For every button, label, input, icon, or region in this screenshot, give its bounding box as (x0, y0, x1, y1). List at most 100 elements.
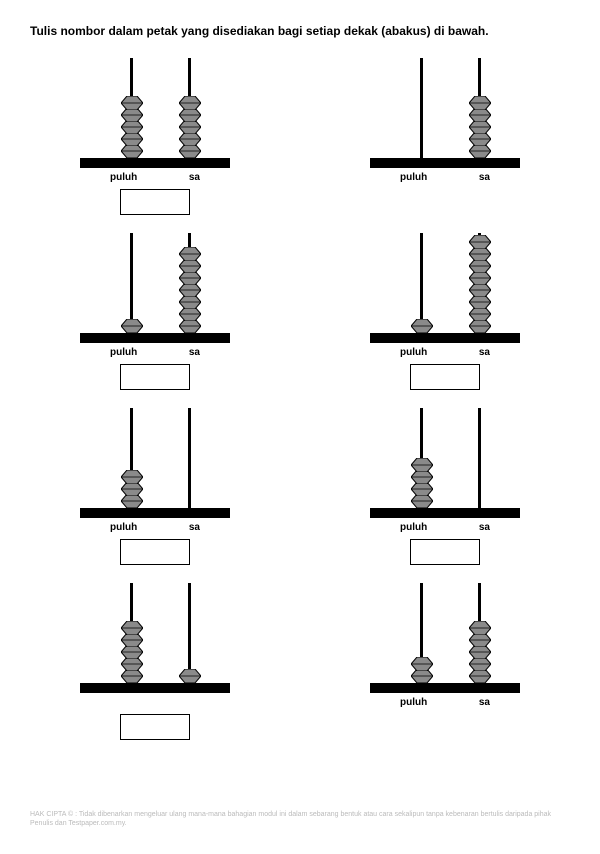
answer-box[interactable] (120, 714, 190, 740)
abacus-bead (469, 132, 491, 146)
abacus-item: puluh sa (340, 408, 550, 565)
answer-box[interactable] (120, 189, 190, 215)
abacus-item: puluhsa (50, 233, 260, 390)
abacus-bead (469, 96, 491, 110)
abacus-bead (411, 657, 433, 671)
abacus-base (370, 683, 520, 693)
label-ones: sa (189, 172, 200, 183)
abacus-bead (179, 271, 201, 285)
abacus-rod (188, 408, 191, 508)
abacus-bead (469, 657, 491, 671)
abacus-rod (188, 58, 191, 158)
answer-box[interactable] (120, 364, 190, 390)
abacus-bead (469, 307, 491, 321)
abacus-bead (121, 494, 143, 508)
abacus-rod (188, 583, 191, 683)
abacus-labels: puluh sa (370, 343, 520, 358)
abacus-bead (469, 645, 491, 659)
abacus (370, 233, 520, 343)
abacus-base (80, 333, 230, 343)
label-ones: sa (479, 347, 490, 358)
abacus-bead (469, 319, 491, 333)
abacus-bead (469, 108, 491, 122)
abacus-bead (179, 247, 201, 261)
abacus-rod (420, 233, 423, 333)
abacus-labels: puluh sa (80, 168, 230, 183)
abacus-base (370, 508, 520, 518)
abacus-bead (469, 283, 491, 297)
abacus-bead (469, 247, 491, 261)
abacus-bead (179, 144, 201, 158)
abacus-bead (121, 470, 143, 484)
abacus-rod (130, 583, 133, 683)
abacus-bead (469, 120, 491, 134)
abacus-base (80, 508, 230, 518)
abacus (80, 583, 230, 693)
abacus-bead (469, 295, 491, 309)
abacus-item: puluhsa (50, 583, 260, 740)
abacus-bead (411, 319, 433, 333)
abacus (80, 408, 230, 518)
label-ones: sa (479, 697, 490, 708)
abacus-bead (179, 307, 201, 321)
abacus (370, 58, 520, 168)
abacus-rod (478, 408, 481, 508)
abacus-bead (179, 132, 201, 146)
abacus-item: puluh sa (50, 58, 260, 215)
abacus-bead (411, 458, 433, 472)
label-tens: puluh (110, 172, 137, 183)
abacus-rod (188, 233, 191, 333)
abacus-base (80, 683, 230, 693)
abacus-bead (179, 259, 201, 273)
label-ones: sa (479, 522, 490, 533)
abacus-bead (469, 633, 491, 647)
abacus-bead (121, 132, 143, 146)
abacus (80, 58, 230, 168)
abacus-bead (179, 108, 201, 122)
answer-box[interactable] (120, 539, 190, 565)
answer-box[interactable] (410, 364, 480, 390)
abacus-bead (469, 235, 491, 249)
abacus-bead (121, 657, 143, 671)
abacus-bead (179, 120, 201, 134)
abacus-labels: puluh sa (370, 518, 520, 533)
abacus-bead (179, 319, 201, 333)
abacus-item: puluh sa (340, 58, 550, 215)
abacus-bead (121, 96, 143, 110)
abacus-bead (469, 144, 491, 158)
abacus-rod (420, 583, 423, 683)
answer-box[interactable] (410, 539, 480, 565)
abacus-bead (179, 283, 201, 297)
abacus-bead (121, 482, 143, 496)
abacus-bead (469, 271, 491, 285)
label-ones: sa (479, 172, 490, 183)
abacus-rod (130, 58, 133, 158)
abacus-base (370, 333, 520, 343)
abacus-labels: puluh sa (370, 168, 520, 183)
abacus-grid: puluhsapuluhsapuluhsapuluhsapuluhsapuluh… (30, 58, 570, 740)
abacus-bead (121, 633, 143, 647)
abacus-bead (121, 669, 143, 683)
instruction-text: Tulis nombor dalam petak yang disediakan… (30, 24, 570, 38)
abacus-bead (121, 621, 143, 635)
copyright-text: HAK CIPTA © : Tidak dibenarkan mengeluar… (30, 810, 570, 828)
abacus-bead (411, 482, 433, 496)
abacus-base (80, 158, 230, 168)
label-tens: puluh (400, 697, 427, 708)
abacus-bead (179, 669, 201, 683)
abacus (80, 233, 230, 343)
abacus (370, 583, 520, 693)
label-tens: puluh (400, 347, 427, 358)
abacus-base (370, 158, 520, 168)
abacus-bead (121, 144, 143, 158)
abacus-bead (121, 645, 143, 659)
abacus-bead (411, 470, 433, 484)
abacus-labels: puluhsa (80, 518, 230, 533)
abacus-bead (179, 295, 201, 309)
abacus-rod (478, 583, 481, 683)
abacus-rod (420, 58, 423, 158)
label-tens: puluh (400, 172, 427, 183)
abacus-bead (121, 108, 143, 122)
label-tens: puluh (400, 522, 427, 533)
abacus-rod (420, 408, 423, 508)
